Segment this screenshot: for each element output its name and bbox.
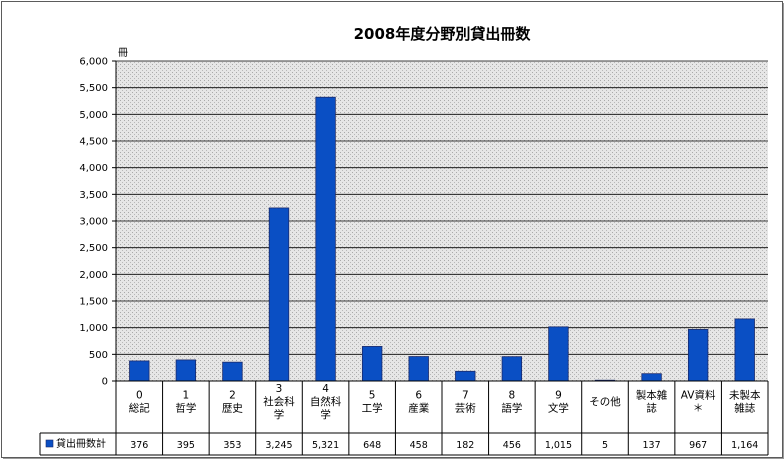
legend-swatch	[45, 439, 54, 448]
data-label: 5,321	[312, 440, 339, 451]
category-label: 芸術	[455, 402, 476, 415]
bar	[641, 373, 662, 382]
y-tick-label: 3,000	[79, 217, 108, 228]
category-label: 社会科	[263, 395, 295, 408]
legend-label: 貸出冊数計	[56, 437, 106, 450]
category-label: 自然科	[310, 395, 342, 408]
y-tick-label: 500	[89, 350, 108, 361]
bar	[548, 326, 569, 382]
category-label: 語学	[501, 402, 522, 415]
bar	[361, 346, 383, 382]
data-label: 3,245	[265, 440, 292, 451]
data-label: 1,015	[545, 440, 572, 451]
data-label: 967	[689, 440, 707, 451]
data-label: 456	[503, 440, 521, 451]
bar	[687, 329, 709, 382]
category-label: 1	[183, 390, 190, 402]
category-label: 8	[509, 390, 516, 402]
y-tick-label: 6,000	[79, 57, 108, 68]
data-label: 395	[177, 440, 195, 451]
y-tick-label: 4,500	[79, 137, 108, 148]
bar	[315, 96, 336, 382]
y-tick-label: 4,000	[79, 163, 108, 174]
bar	[222, 361, 243, 382]
y-tick-label: 2,500	[79, 243, 108, 254]
data-table: 0総記1哲学2歴史3社会科学4自然科学5工学6産業7芸術8語学9文学その他製本雑…	[39, 381, 769, 456]
category-label: 2	[229, 390, 236, 402]
bar	[734, 318, 755, 382]
category-label: 誌	[646, 402, 657, 415]
category-label: 歴史	[222, 403, 243, 415]
y-tick-label: 5,000	[79, 110, 108, 121]
bars	[129, 96, 755, 382]
category-label: 産業	[408, 402, 429, 415]
category-label: 7	[462, 390, 469, 402]
category-label: 3	[276, 383, 283, 395]
category-label: 5	[369, 390, 376, 402]
y-tick-label: 2,000	[79, 270, 108, 281]
data-label: 137	[643, 440, 661, 451]
data-label: 1,164	[731, 440, 758, 451]
category-label: ＊	[693, 403, 704, 415]
y-tick-label: 3,500	[79, 190, 108, 201]
data-label: 5	[602, 440, 608, 451]
category-label: 4	[322, 383, 329, 395]
data-label: 182	[456, 440, 474, 451]
category-label: 哲学	[175, 402, 196, 415]
data-label: 353	[223, 440, 241, 451]
y-axis-unit-label: 冊	[118, 48, 128, 59]
y-tick-label: 1,000	[79, 323, 108, 334]
category-label: 0	[136, 390, 143, 402]
category-label: 未製本	[729, 389, 761, 402]
category-label: 雑誌	[734, 402, 755, 415]
category-label: その他	[589, 395, 621, 408]
y-tick-label: 5,500	[79, 83, 108, 94]
bar	[129, 360, 150, 382]
y-axis-ticks: 0 500 1,000 1,500 2,000 2,500 3,000 3,500 4,000 4…	[79, 57, 116, 388]
data-label: 458	[410, 440, 428, 451]
category-label: 製本雑	[636, 389, 668, 402]
category-label: 文学	[548, 402, 569, 415]
category-label: 工学	[362, 402, 383, 415]
category-label: 学	[320, 408, 331, 421]
category-label: AV資料	[681, 389, 716, 402]
data-label: 648	[363, 440, 381, 451]
y-tick-label: 0	[102, 377, 108, 388]
data-label: 376	[130, 440, 148, 451]
bar	[408, 356, 429, 382]
category-label: 6	[415, 390, 422, 402]
gridlines	[116, 60, 768, 355]
y-tick-label: 1,500	[79, 297, 108, 308]
bar	[175, 359, 197, 382]
bar	[268, 207, 290, 382]
bar	[455, 370, 476, 382]
category-label: 9	[555, 390, 562, 402]
category-label: 総記	[129, 402, 150, 415]
category-label: 学	[274, 408, 285, 421]
chart-title: 2008年度分野別貸出冊数	[354, 25, 532, 43]
bar	[501, 356, 523, 382]
